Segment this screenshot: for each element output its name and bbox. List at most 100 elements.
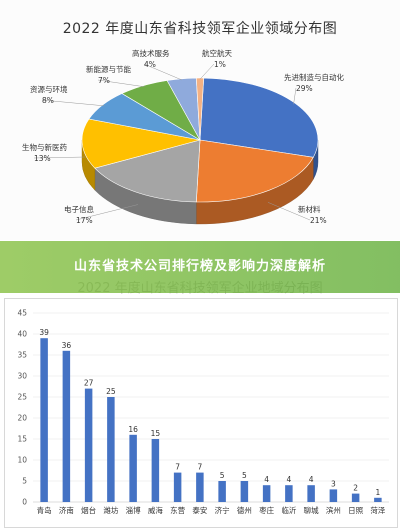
pie-slice-0 [199,77,319,158]
y-tick-label-7: 35 [17,351,27,360]
bar-3 [107,397,115,502]
bar-value-4: 16 [128,425,138,434]
bar-6 [173,472,182,502]
x-tick-label-8: 济宁 [215,505,230,515]
bar-value-labels: 39 36 27 25 16 15 7 7 5 5 4 4 4 3 2 1 [39,328,380,497]
x-axis-labels: 青岛 济南 烟台 潍坊 淄博 威海 东营 泰安 济宁 德州 枣庄 临沂 聊城 滨州 日照 菏泽 [37,505,386,515]
bar-12 [307,485,315,502]
x-tick-label-15: 菏泽 [370,505,385,515]
bar-5 [151,439,160,502]
pie-slice-2 [94,139,201,203]
pie-chart: 先进制造与自动化 29% 新材料 21% 电子信息 17% 生物与新医药 13% 资源与环境 8%… [22,48,344,225]
y-tick-label-3: 15 [17,435,27,444]
pie-label-value-5: 7% [98,76,110,85]
pie-chart-title: 2022 年度山东省科技领军企业领域分布图 [62,21,338,37]
y-tick-label-2: 10 [17,456,27,465]
pie-label-name-2: 电子信息 [64,204,94,214]
bar-value-2: 27 [84,379,94,388]
x-tick-label-2: 烟台 [81,505,96,515]
pie-labels: 先进制造与自动化 29% 新材料 21% 电子信息 17% 生物与新医药 13% 资源与环境 8%… [22,48,344,225]
bar-10 [262,485,271,502]
bar-9 [240,481,249,502]
y-tick-label-4: 20 [17,414,27,423]
x-tick-label-5: 威海 [148,505,163,515]
bar-value-14: 2 [353,484,358,493]
pie-leader-5 [97,79,145,88]
y-tick-label-6: 30 [17,372,27,381]
pie-label-name-7: 航空航天 [202,48,232,58]
pie-label-value-7: 1% [214,60,226,69]
bar-14 [351,493,360,502]
pie-label-value-1: 21% [310,216,327,225]
x-tick-label-10: 枣庄 [259,505,274,515]
bar-8 [218,481,226,502]
pie-label-value-2: 17% [76,216,93,225]
pie-leader-7 [199,63,215,80]
bar-value-1: 36 [62,341,72,350]
pie-label-value-3: 13% [34,154,51,163]
bar-value-6: 7 [175,463,180,472]
x-tick-label-9: 德州 [237,505,252,515]
bar-value-5: 15 [151,429,161,438]
pie-leader-0 [293,87,297,105]
pie-slice-1 [195,139,314,203]
y-tick-label-5: 25 [17,393,27,402]
x-tick-label-4: 淄博 [126,505,141,515]
bars [40,338,382,502]
y-tick-label-9: 45 [17,309,27,318]
bar-value-0: 39 [39,328,49,337]
bar-value-9: 5 [242,471,247,480]
pie-label-name-0: 先进制造与自动化 [284,72,344,82]
bar-1 [62,350,71,502]
pie-chart-panel: 2022 年度山东省科技领军企业领域分布图 先进制造与自动化 29% 新材料 21% 电… [0,0,400,240]
bar-value-3: 25 [106,387,116,396]
pie-label-name-6: 高技术服务 [132,48,170,58]
pie-leader-3 [33,156,85,159]
x-tick-label-12: 聊城 [304,506,319,515]
bar-value-13: 3 [331,479,336,488]
x-tick-label-7: 泰安 [192,505,207,515]
pie-leader-1 [267,202,311,221]
x-tick-label-0: 青岛 [37,505,52,515]
bar-value-11: 4 [286,475,291,484]
pie-leader-2 [75,204,139,221]
bar-chart: 0 5 10 15 20 25 30 35 40 45 39 36 27 25 16 15 7 7 5 5 4 4 4 3 2 1… [17,309,389,515]
bar-11 [285,485,293,502]
pie-label-value-0: 29% [296,84,313,93]
article-banner[interactable]: 山东省技术公司排行榜及影响力深度解析 [0,241,400,293]
pie-leader-4 [41,99,105,107]
pie-slice-3 [81,118,201,169]
x-tick-label-13: 滨州 [326,505,341,515]
bar-value-10: 4 [264,475,269,484]
pie-leader-6 [143,63,183,81]
pie-label-value-6: 4% [144,60,156,69]
bar-13 [329,489,338,502]
y-tick-label-0: 0 [22,498,27,507]
pie-slices [81,77,319,203]
bar-0 [40,338,48,502]
x-tick-label-3: 潍坊 [103,505,118,515]
x-tick-label-1: 济南 [59,505,74,515]
pie-label-value-4: 8% [42,96,54,105]
y-tick-label-1: 5 [22,477,27,486]
bar-15 [374,497,382,502]
bar-value-15: 1 [375,488,380,497]
pie-label-name-5: 新能源与节能 [86,64,131,74]
y-tick-label-8: 40 [17,330,27,339]
bar-2 [84,388,93,502]
pie-slice-7 [195,77,205,141]
pie-label-name-4: 资源与环境 [30,84,68,94]
x-tick-label-6: 东营 [170,505,185,515]
pie-label-name-1: 新材料 [298,204,321,214]
bar-chart-panel: 0 5 10 15 20 25 30 35 40 45 39 36 27 25 16 15 7 7 5 5 4 4 4 3 2 1… [4,298,398,528]
pie-label-name-3: 生物与新医药 [22,142,67,152]
bar-value-8: 5 [220,471,225,480]
bar-value-12: 4 [309,475,314,484]
y-axis-ticks: 0 5 10 15 20 25 30 35 40 45 [17,309,27,507]
bar-7 [196,472,204,502]
bar-value-7: 7 [197,463,202,472]
bar-4 [129,434,137,502]
x-tick-label-14: 日照 [348,506,363,515]
x-tick-label-11: 临沂 [281,505,296,515]
banner-title: 山东省技术公司排行榜及影响力深度解析 [73,259,326,274]
